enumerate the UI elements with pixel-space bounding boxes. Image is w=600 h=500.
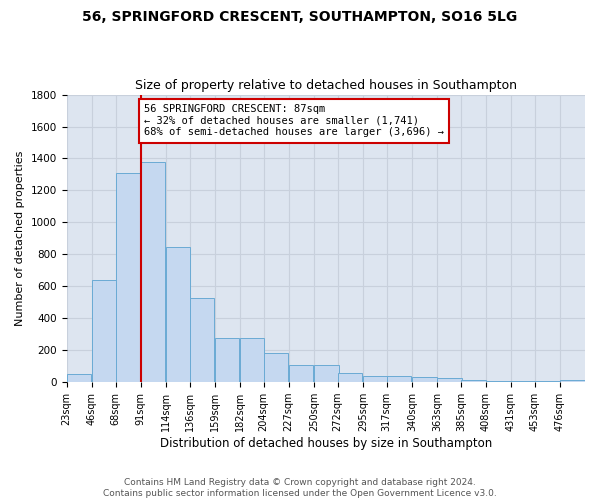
Bar	[166, 247, 190, 382]
Bar	[67, 374, 91, 382]
Bar	[215, 338, 239, 382]
Bar	[140, 162, 166, 382]
Bar	[412, 376, 437, 382]
Bar	[240, 338, 265, 382]
X-axis label: Distribution of detached houses by size in Southampton: Distribution of detached houses by size …	[160, 437, 492, 450]
Bar	[437, 378, 461, 382]
Text: 56 SPRINGFORD CRESCENT: 87sqm
← 32% of detached houses are smaller (1,741)
68% o: 56 SPRINGFORD CRESCENT: 87sqm ← 32% of d…	[144, 104, 444, 138]
Bar	[92, 280, 116, 382]
Bar	[116, 173, 140, 382]
Bar	[387, 376, 412, 382]
Bar	[461, 380, 485, 382]
Bar	[263, 352, 289, 382]
Bar	[338, 372, 362, 382]
Text: 56, SPRINGFORD CRESCENT, SOUTHAMPTON, SO16 5LG: 56, SPRINGFORD CRESCENT, SOUTHAMPTON, SO…	[82, 10, 518, 24]
Title: Size of property relative to detached houses in Southampton: Size of property relative to detached ho…	[135, 79, 517, 92]
Bar	[363, 376, 388, 382]
Bar	[190, 298, 214, 382]
Text: Contains HM Land Registry data © Crown copyright and database right 2024.
Contai: Contains HM Land Registry data © Crown c…	[103, 478, 497, 498]
Bar	[314, 366, 338, 382]
Y-axis label: Number of detached properties: Number of detached properties	[15, 150, 25, 326]
Bar	[289, 366, 313, 382]
Bar	[560, 380, 584, 382]
